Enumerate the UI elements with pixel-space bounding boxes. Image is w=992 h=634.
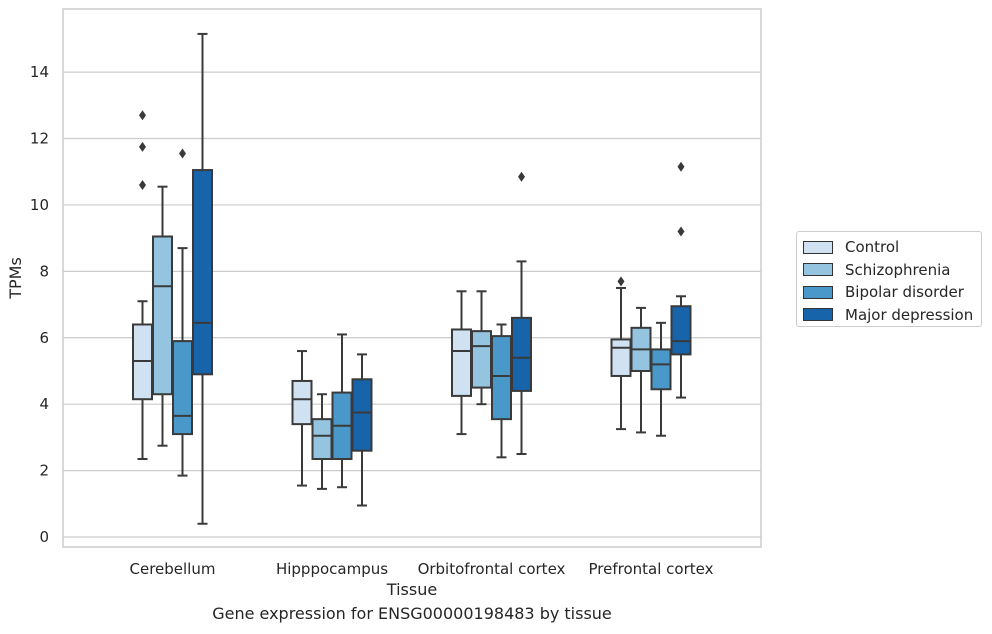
- box-schizophrenia: [311, 393, 333, 490]
- box-major-depression: [192, 32, 213, 525]
- legend-swatch: [803, 308, 833, 322]
- y-tick-labels: 0 2 4 6 8 10 12 14: [30, 63, 49, 546]
- y-tick-label: 8: [39, 262, 49, 280]
- legend-item: Major depression: [803, 304, 981, 327]
- box-bipolar-disorder: [172, 148, 193, 477]
- box-bipolar-disorder: [650, 321, 672, 437]
- box-iqr: [311, 418, 333, 460]
- outlier-point: [179, 148, 186, 159]
- y-tick-label: 10: [30, 196, 49, 214]
- box-schizophrenia: [630, 306, 652, 434]
- plot-frame: [62, 8, 762, 548]
- x-axis-title: Tissue: [386, 580, 437, 599]
- box-iqr: [511, 316, 532, 392]
- box-iqr: [610, 338, 632, 377]
- box-iqr: [192, 169, 213, 376]
- y-tick-label: 0: [39, 528, 49, 546]
- y-tick-label: 6: [39, 329, 49, 347]
- legend-swatch: [803, 263, 833, 277]
- legend-swatch: [803, 285, 833, 299]
- outlier-point: [139, 141, 146, 152]
- outlier-point: [518, 171, 525, 182]
- chart-caption: Gene expression for ENSG00000198483 by t…: [212, 604, 612, 623]
- outlier-point: [677, 161, 685, 172]
- box-iqr: [152, 235, 173, 396]
- legend-label: Schizophrenia: [845, 260, 951, 279]
- box-schizophrenia: [152, 185, 173, 447]
- legend-item: Bipolar disorder: [803, 281, 981, 304]
- y-tick-label: 4: [39, 395, 49, 413]
- box-iqr: [451, 328, 472, 397]
- box-control: [291, 350, 313, 487]
- outlier-point: [139, 180, 146, 191]
- legend: Control Schizophrenia Bipolar disorder Majo…: [796, 231, 982, 327]
- outlier-point: [617, 276, 625, 287]
- x-tick-labels: Cerebellum Hipppocampus Orbitofrontal cort…: [130, 560, 714, 578]
- box-control: [451, 290, 472, 436]
- legend-swatch: [803, 240, 833, 254]
- box-iqr: [650, 348, 672, 391]
- x-tick-label: Cerebellum: [130, 560, 216, 578]
- x-tick-label: Hipppocampus: [276, 560, 388, 578]
- outlier-point: [677, 226, 685, 237]
- x-tick-label: Prefrontal cortex: [589, 560, 714, 578]
- box-major-depression: [351, 353, 373, 507]
- x-tick-label: Orbitofrontal cortex: [418, 560, 566, 578]
- y-tick-label: 14: [30, 63, 49, 81]
- box-bipolar-disorder: [331, 333, 353, 489]
- legend-label: Major depression: [845, 305, 974, 324]
- box-iqr: [351, 378, 373, 452]
- legend-label: Control: [845, 238, 900, 257]
- y-axis-title: TPMs: [6, 257, 25, 300]
- outlier-point: [139, 110, 146, 121]
- y-tick-label: 12: [30, 130, 49, 148]
- box-schizophrenia: [471, 290, 492, 406]
- box-bipolar-disorder: [491, 323, 512, 459]
- box-iqr: [172, 340, 193, 436]
- legend-label: Bipolar disorder: [845, 283, 964, 302]
- box-iqr: [491, 335, 512, 421]
- box-groups: [132, 32, 692, 525]
- legend-item: Schizophrenia: [803, 259, 981, 282]
- box-major-depression: [511, 171, 532, 456]
- box-iqr: [670, 305, 692, 356]
- box-control: [610, 276, 632, 431]
- box-control: [132, 110, 153, 460]
- y-tick-label: 2: [39, 462, 49, 480]
- box-major-depression: [670, 161, 692, 399]
- box-iqr: [291, 379, 313, 426]
- legend-item: Control: [803, 236, 981, 259]
- box-iqr: [471, 330, 492, 389]
